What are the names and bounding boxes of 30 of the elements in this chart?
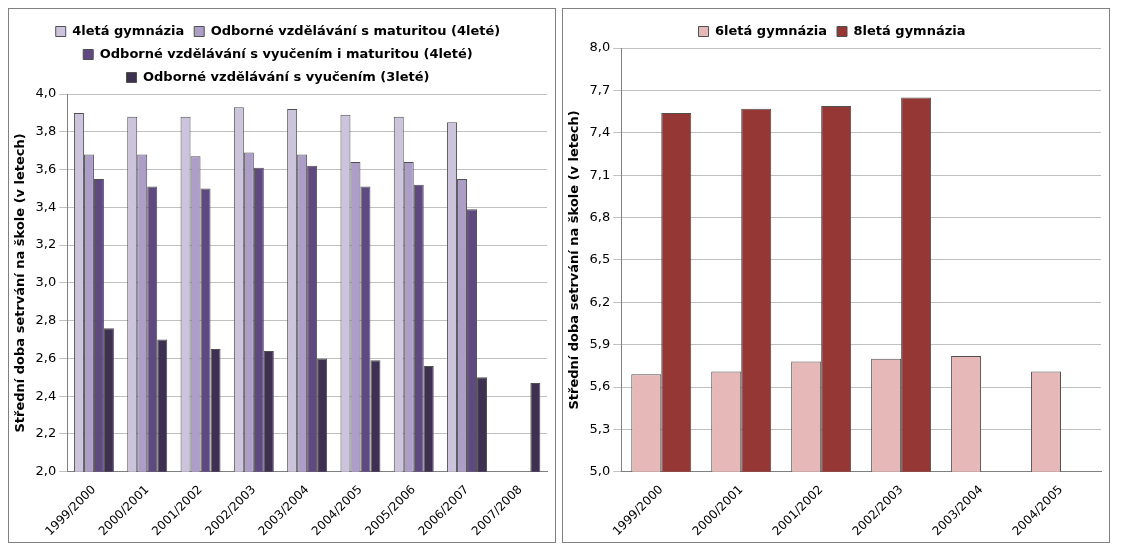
y-tick-label: 3,6: [35, 160, 57, 176]
legend-label: Odborné vzdělávání s vyučením i maturitou (4leté): [99, 45, 473, 61]
legend-label: 6letá gymnázia: [715, 22, 828, 38]
y-axis-title: Střední doba setrvání na škole (v letech): [12, 133, 28, 433]
y-tick-label: 3,2: [35, 236, 57, 252]
y-tick-label: 8,0: [589, 39, 611, 55]
y-tick-label: 5,9: [589, 336, 611, 352]
y-tick-label: 2,4: [35, 387, 57, 403]
y-tick-label: 3,4: [35, 198, 57, 214]
y-tick-label: 7,1: [589, 166, 611, 182]
y-tick-label: 5,0: [589, 463, 611, 479]
legend-label: Odborné vzdělávání s vyučením (3leté): [143, 68, 430, 84]
y-tick-label: 7,7: [589, 81, 611, 97]
y-tick-label: 2,0: [35, 463, 57, 479]
legend-label: 4letá gymnázia: [72, 22, 185, 38]
y-tick-label: 2,8: [35, 312, 57, 328]
y-tick-label: 6,5: [589, 251, 611, 267]
y-tick-label: 2,2: [35, 425, 57, 441]
legend-label: 8letá gymnázia: [853, 22, 966, 38]
y-tick-label: 5,3: [589, 420, 611, 436]
y-tick-label: 4,0: [35, 85, 57, 101]
y-tick-label: 2,6: [35, 349, 57, 365]
y-axis-title: Střední doba setrvání na škole (v letech): [566, 110, 582, 410]
y-tick-label: 6,8: [589, 208, 611, 224]
y-tick-label: 5,6: [589, 378, 611, 394]
y-tick-label: 3,8: [35, 123, 57, 139]
y-tick-label: 6,2: [589, 293, 611, 309]
y-tick-label: 7,4: [589, 124, 611, 140]
y-tick-label: 3,0: [35, 274, 57, 290]
legend-label: Odborné vzdělávání s maturitou (4leté): [210, 22, 501, 38]
